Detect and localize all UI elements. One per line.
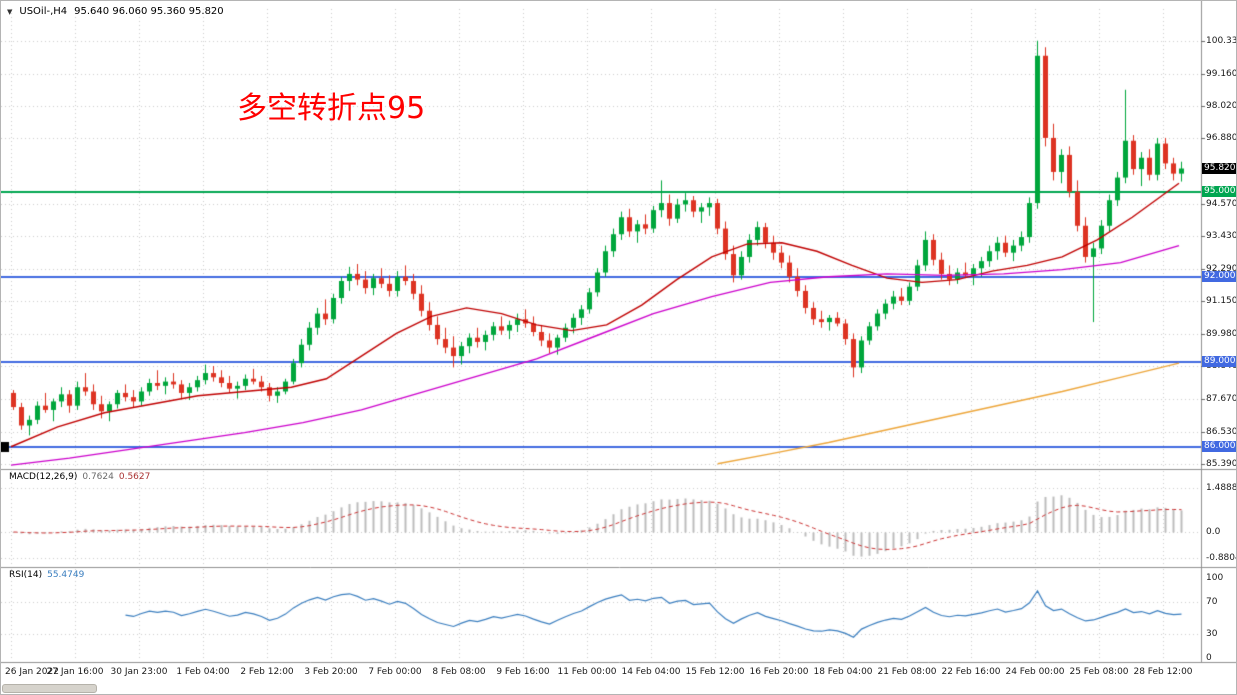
time-axis-label: 8 Feb 08:00 <box>432 667 486 677</box>
time-axis-label: 9 Feb 16:00 <box>496 667 550 677</box>
time-axis-label: 27 Jan 16:00 <box>46 667 104 677</box>
level-price-badge: 86.000 <box>1202 440 1236 452</box>
macd-scale-label: -0.8804 <box>1206 553 1236 563</box>
time-axis-label: 28 Feb 12:00 <box>1133 667 1193 677</box>
macd-main-value: 0.7624 <box>82 472 114 482</box>
time-axis-label: 22 Feb 16:00 <box>941 667 1001 677</box>
symbol-dropdown-icon[interactable]: ▼ <box>7 7 13 16</box>
macd-indicator-label: MACD(12,26,9) 0.7624 0.5627 <box>9 472 150 482</box>
time-axis-label: 25 Feb 08:00 <box>1069 667 1129 677</box>
rsi-indicator-label: RSI(14) 55.4749 <box>9 570 84 580</box>
rsi-scale-label: 70 <box>1206 597 1218 607</box>
scrollbar-thumb[interactable] <box>2 684 97 693</box>
time-axis-label: 2 Feb 12:00 <box>240 667 294 677</box>
rsi-scale-label: 0 <box>1206 653 1212 663</box>
ohlc-values: 95.640 96.060 95.360 95.820 <box>74 6 224 17</box>
level-price-badge: 89.000 <box>1202 355 1236 367</box>
time-axis-label: 7 Feb 00:00 <box>368 667 422 677</box>
level-price-badge: 95.000 <box>1202 185 1236 197</box>
time-axis-label: 16 Feb 20:00 <box>749 667 809 677</box>
macd-name: MACD(12,26,9) <box>9 472 78 482</box>
time-axis-label: 15 Feb 12:00 <box>685 667 745 677</box>
price-tick-label: 100.330 <box>1206 35 1237 46</box>
price-tick-label: 93.430 <box>1206 231 1237 242</box>
time-axis-label: 18 Feb 04:00 <box>813 667 873 677</box>
price-tick-label: 98.020 <box>1206 101 1237 112</box>
rsi-value: 55.4749 <box>47 570 85 580</box>
rsi-scale-label: 30 <box>1206 629 1218 639</box>
price-tick-label: 94.570 <box>1206 198 1237 209</box>
price-tick-label: 96.880 <box>1206 133 1237 144</box>
time-axis-label: 3 Feb 20:00 <box>304 667 358 677</box>
time-axis-label: 26 Jan 2022 <box>5 667 59 677</box>
price-tick-label: 92.290 <box>1206 263 1237 274</box>
time-axis-label: 11 Feb 00:00 <box>557 667 617 677</box>
price-tick-label: 85.390 <box>1206 459 1237 470</box>
price-tick-label: 89.980 <box>1206 328 1237 339</box>
macd-scale-label: 1.4888 <box>1206 483 1237 493</box>
time-axis-label: 14 Feb 04:00 <box>621 667 681 677</box>
price-tick-label: 86.530 <box>1206 426 1237 437</box>
price-tick-label: 99.160 <box>1206 68 1237 79</box>
time-axis-label: 21 Feb 08:00 <box>877 667 937 677</box>
time-axis-label: 24 Feb 00:00 <box>1005 667 1065 677</box>
symbol-period-label: USOil-,H4 <box>19 6 68 17</box>
level-price-badge: 92.000 <box>1202 270 1236 282</box>
rsi-name: RSI(14) <box>9 570 43 580</box>
macd-signal-value: 0.5627 <box>118 472 151 482</box>
macd-scale-label: 0.0 <box>1206 526 1221 537</box>
chart-annotation-text: 多空转折点95 <box>237 91 426 126</box>
time-axis-label: 1 Feb 04:00 <box>176 667 230 677</box>
horizontal-scrollbar[interactable] <box>1 684 1236 694</box>
current-price-badge: 95.820 <box>1202 162 1236 174</box>
time-axis-label: 30 Jan 23:00 <box>110 667 168 677</box>
price-tick-label: 91.150 <box>1206 295 1237 306</box>
chart-title: ▼ USOil-,H4 95.640 96.060 95.360 95.820 <box>7 6 224 17</box>
price-tick-label: 87.670 <box>1206 394 1237 405</box>
rsi-scale-label: 100 <box>1206 573 1224 583</box>
